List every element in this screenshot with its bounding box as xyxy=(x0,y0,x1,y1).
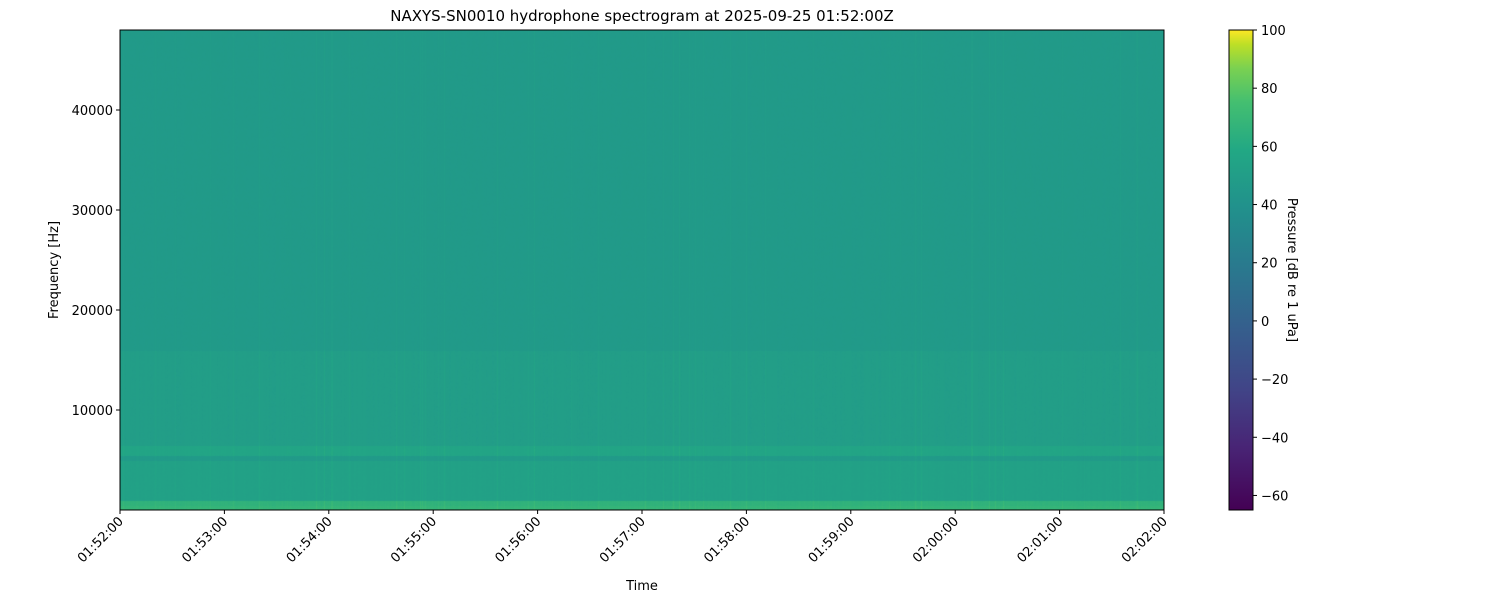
x-tick-label: 01:55:00 xyxy=(388,514,440,566)
colorbar-tick-label: −60 xyxy=(1261,489,1288,504)
colorbar-tick-label: 40 xyxy=(1261,199,1278,214)
y-tick-label: 40000 xyxy=(72,104,113,119)
colorbar-tick-label: 20 xyxy=(1261,257,1278,272)
x-tick-label: 02:00:00 xyxy=(910,514,962,566)
x-tick-label: 01:56:00 xyxy=(493,514,545,566)
x-tick-label: 01:54:00 xyxy=(284,514,336,566)
spectrogram-image xyxy=(120,30,1164,510)
x-tick-label: 02:02:00 xyxy=(1119,514,1171,566)
x-tick-label: 01:53:00 xyxy=(179,514,231,566)
colorbar-label: Pressure [dB re 1 uPa] xyxy=(1284,198,1299,342)
x-tick-label: 01:57:00 xyxy=(597,514,649,566)
y-tick-label: 10000 xyxy=(72,404,113,419)
chart-title: NAXYS-SN0010 hydrophone spectrogram at 2… xyxy=(390,7,894,25)
colorbar-tick-label: −40 xyxy=(1261,431,1288,446)
colorbar xyxy=(1228,29,1254,511)
x-tick-label: 01:59:00 xyxy=(806,514,858,566)
plot-frame xyxy=(119,29,1165,511)
colorbar-tick-label: 60 xyxy=(1261,140,1278,155)
x-tick-label: 01:58:00 xyxy=(701,514,753,566)
x-tick-label: 01:52:00 xyxy=(75,514,127,566)
colorbar-tick-label: 0 xyxy=(1261,315,1269,330)
colorbar-tick-label: 80 xyxy=(1261,82,1278,97)
y-axis-label: Frequency [Hz] xyxy=(47,221,62,319)
x-tick-label: 02:01:00 xyxy=(1015,514,1067,566)
x-axis-label: Time xyxy=(625,579,658,594)
y-tick-label: 30000 xyxy=(72,204,113,219)
colorbar-tick-label: −20 xyxy=(1261,373,1288,388)
colorbar-tick-label: 100 xyxy=(1261,24,1286,39)
y-tick-label: 20000 xyxy=(72,304,113,319)
